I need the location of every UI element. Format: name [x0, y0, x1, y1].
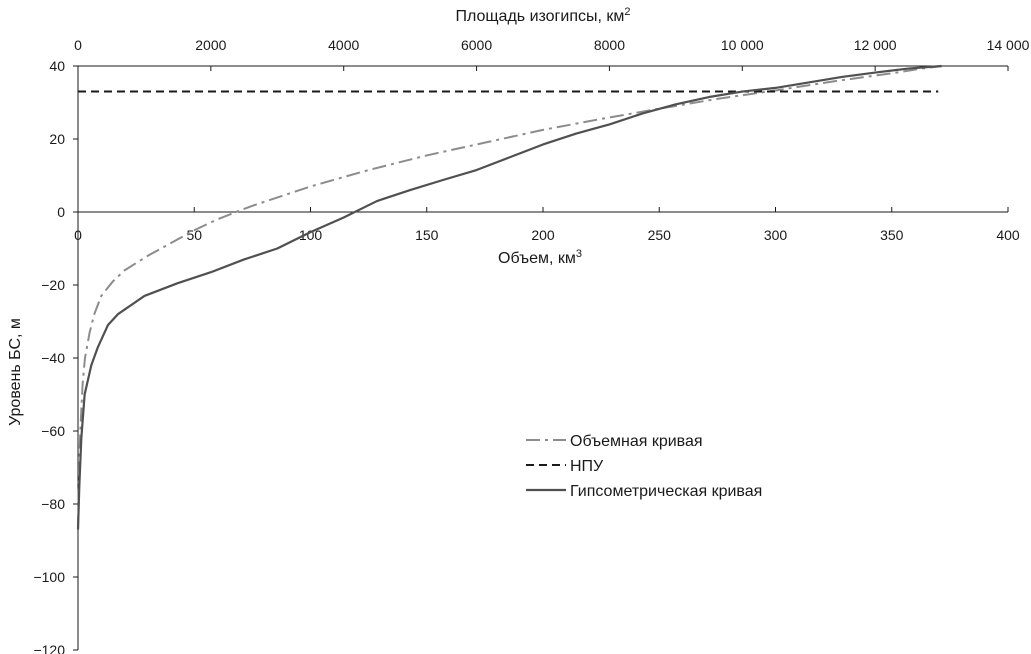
legend-label: Гипсометрическая кривая: [570, 483, 762, 500]
legend-label: НПУ: [570, 458, 604, 475]
volume-curve-line: [77, 65, 944, 530]
hypsometric-curve-line: [76, 64, 942, 530]
legend-entry-volume-curve: Объемная кривая: [526, 433, 703, 450]
legend-entry-hypsometric-curve: Гипсометрическая кривая: [526, 483, 762, 500]
bottom-x-axis-title-sup: 3: [576, 248, 582, 260]
y-tick-label: 0: [57, 204, 65, 220]
top-x-ticks: 0 2000 4000 6000 8000 10 000 12 000 14 000: [74, 37, 1030, 71]
legend-label: Объемная кривая: [570, 433, 703, 450]
y-tick-label: −20: [41, 277, 65, 293]
y-tick-label: −120: [33, 642, 65, 654]
top-x-axis-title-text: Площадь изогипсы, км: [455, 8, 624, 25]
top-x-axis-title: Площадь изогипсы, км2: [455, 6, 630, 25]
y-axis: 40 20 0 −20 −40 −60 −80 −100 −120 Уровень БС, м: [7, 58, 79, 654]
top-x-tick-label: 8000: [594, 37, 625, 53]
y-tick-label: 40: [49, 58, 65, 74]
bottom-x-tick-label: 50: [186, 227, 202, 243]
top-x-tick-label: 10 000: [721, 37, 764, 53]
top-x-axis-title-sup: 2: [624, 6, 630, 18]
y-tick-label: −80: [41, 496, 65, 512]
top-x-tick-label: 12 000: [854, 37, 897, 53]
legend-entry-npu: НПУ: [526, 458, 604, 475]
bottom-x-tick-label: 250: [648, 227, 672, 243]
top-x-tick-label: 2000: [195, 37, 226, 53]
y-tick-label: −100: [33, 569, 65, 585]
top-x-tick-label: 14 000: [987, 37, 1030, 53]
bottom-x-tick-label: 300: [764, 227, 788, 243]
bottom-x-axis-title: Объем, км3: [498, 248, 582, 267]
bottom-x-tick-label: 400: [996, 227, 1020, 243]
bottom-x-axis: 0 50 100 150 200 250 300 350 400 Объем, км3: [74, 207, 1020, 267]
bottom-x-tick-label: 100: [299, 227, 323, 243]
legend: Объемная кривая НПУ Гипсометрическая крива…: [526, 433, 762, 500]
top-x-tick-label: 6000: [461, 37, 492, 53]
top-x-axis: 0 2000 4000 6000 8000 10 000 12 000 14 000 Площ…: [74, 6, 1030, 71]
y-tick-label: −40: [41, 350, 65, 366]
bottom-x-axis-title-text: Объем, км: [498, 250, 576, 267]
bottom-x-tick-label: 150: [415, 227, 439, 243]
top-x-tick-label: 0: [74, 37, 82, 53]
y-ticks: 40 20 0 −20 −40 −60 −80 −100 −120: [33, 58, 78, 654]
bottom-x-tick-label: 350: [880, 227, 904, 243]
bottom-x-tick-label: 200: [531, 227, 555, 243]
y-axis-title: Уровень БС, м: [7, 318, 24, 426]
y-tick-label: −60: [41, 423, 65, 439]
series-group: [76, 64, 944, 530]
top-x-tick-label: 4000: [328, 37, 359, 53]
y-tick-label: 20: [49, 131, 65, 147]
